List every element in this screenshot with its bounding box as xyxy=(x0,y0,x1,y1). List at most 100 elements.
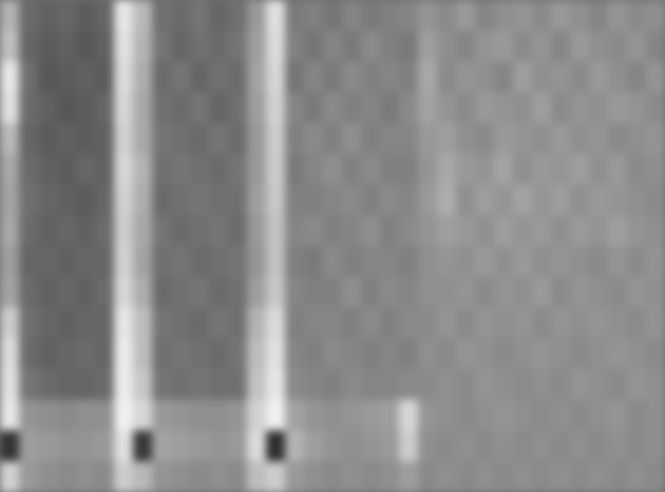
cell xyxy=(646,400,665,431)
cell xyxy=(304,185,324,216)
cell xyxy=(342,338,362,369)
cell xyxy=(627,277,647,308)
cell xyxy=(570,31,590,62)
cell xyxy=(209,62,229,93)
cell xyxy=(190,215,210,246)
cell xyxy=(494,338,514,369)
cell xyxy=(361,246,381,277)
cell xyxy=(551,308,571,339)
cell xyxy=(38,431,58,462)
cell xyxy=(285,154,305,185)
cell xyxy=(627,92,647,123)
cell xyxy=(513,185,533,216)
cell xyxy=(361,400,381,431)
cell xyxy=(228,215,248,246)
cell xyxy=(380,338,400,369)
cell xyxy=(646,92,665,123)
cell xyxy=(475,31,495,62)
cell xyxy=(532,0,552,31)
cell xyxy=(38,215,58,246)
cell xyxy=(418,62,438,93)
cell xyxy=(19,369,39,400)
cell xyxy=(589,0,609,31)
cell xyxy=(247,246,267,277)
cell xyxy=(570,215,590,246)
cell xyxy=(513,308,533,339)
cell xyxy=(114,0,134,31)
cell xyxy=(627,369,647,400)
cell xyxy=(247,277,267,308)
cell xyxy=(437,31,457,62)
cell xyxy=(608,461,628,492)
cell xyxy=(209,215,229,246)
cell xyxy=(361,185,381,216)
cell xyxy=(437,0,457,31)
cell xyxy=(0,154,20,185)
cell xyxy=(627,215,647,246)
cell xyxy=(456,461,476,492)
cell xyxy=(19,31,39,62)
cell xyxy=(285,246,305,277)
cell xyxy=(532,369,552,400)
cell xyxy=(513,31,533,62)
cell xyxy=(380,62,400,93)
cell xyxy=(209,431,229,462)
cell xyxy=(266,461,286,492)
cell xyxy=(57,338,77,369)
cell xyxy=(399,92,419,123)
cell xyxy=(627,123,647,154)
cell xyxy=(342,215,362,246)
cell xyxy=(95,123,115,154)
cell xyxy=(551,461,571,492)
cell xyxy=(494,400,514,431)
cell xyxy=(323,277,343,308)
cell xyxy=(304,308,324,339)
cell xyxy=(114,338,134,369)
cell xyxy=(133,92,153,123)
cell xyxy=(380,215,400,246)
cell xyxy=(228,0,248,31)
cell xyxy=(76,185,96,216)
cell xyxy=(209,0,229,31)
cell xyxy=(228,369,248,400)
cell xyxy=(608,0,628,31)
cell xyxy=(152,308,172,339)
cell xyxy=(494,154,514,185)
cell xyxy=(0,31,20,62)
cell xyxy=(418,31,438,62)
cell xyxy=(19,400,39,431)
cell xyxy=(209,31,229,62)
cell xyxy=(475,461,495,492)
cell xyxy=(342,277,362,308)
cell xyxy=(266,400,286,431)
cell xyxy=(304,369,324,400)
cell xyxy=(437,277,457,308)
cell xyxy=(608,123,628,154)
cell xyxy=(399,185,419,216)
cell xyxy=(114,246,134,277)
cell xyxy=(266,154,286,185)
cell xyxy=(247,338,267,369)
cell xyxy=(418,369,438,400)
cell xyxy=(171,123,191,154)
cell xyxy=(342,0,362,31)
cell xyxy=(627,246,647,277)
cell xyxy=(380,92,400,123)
cell xyxy=(266,92,286,123)
cell xyxy=(380,185,400,216)
cell xyxy=(76,154,96,185)
cell xyxy=(494,369,514,400)
cell xyxy=(646,123,665,154)
spectrogram xyxy=(0,0,665,492)
cell xyxy=(551,0,571,31)
cell xyxy=(152,154,172,185)
cell xyxy=(570,62,590,93)
cell xyxy=(285,400,305,431)
cell xyxy=(646,0,665,31)
cell xyxy=(323,62,343,93)
cell xyxy=(570,0,590,31)
cell xyxy=(228,308,248,339)
cell xyxy=(475,215,495,246)
cell xyxy=(494,31,514,62)
cell xyxy=(437,92,457,123)
